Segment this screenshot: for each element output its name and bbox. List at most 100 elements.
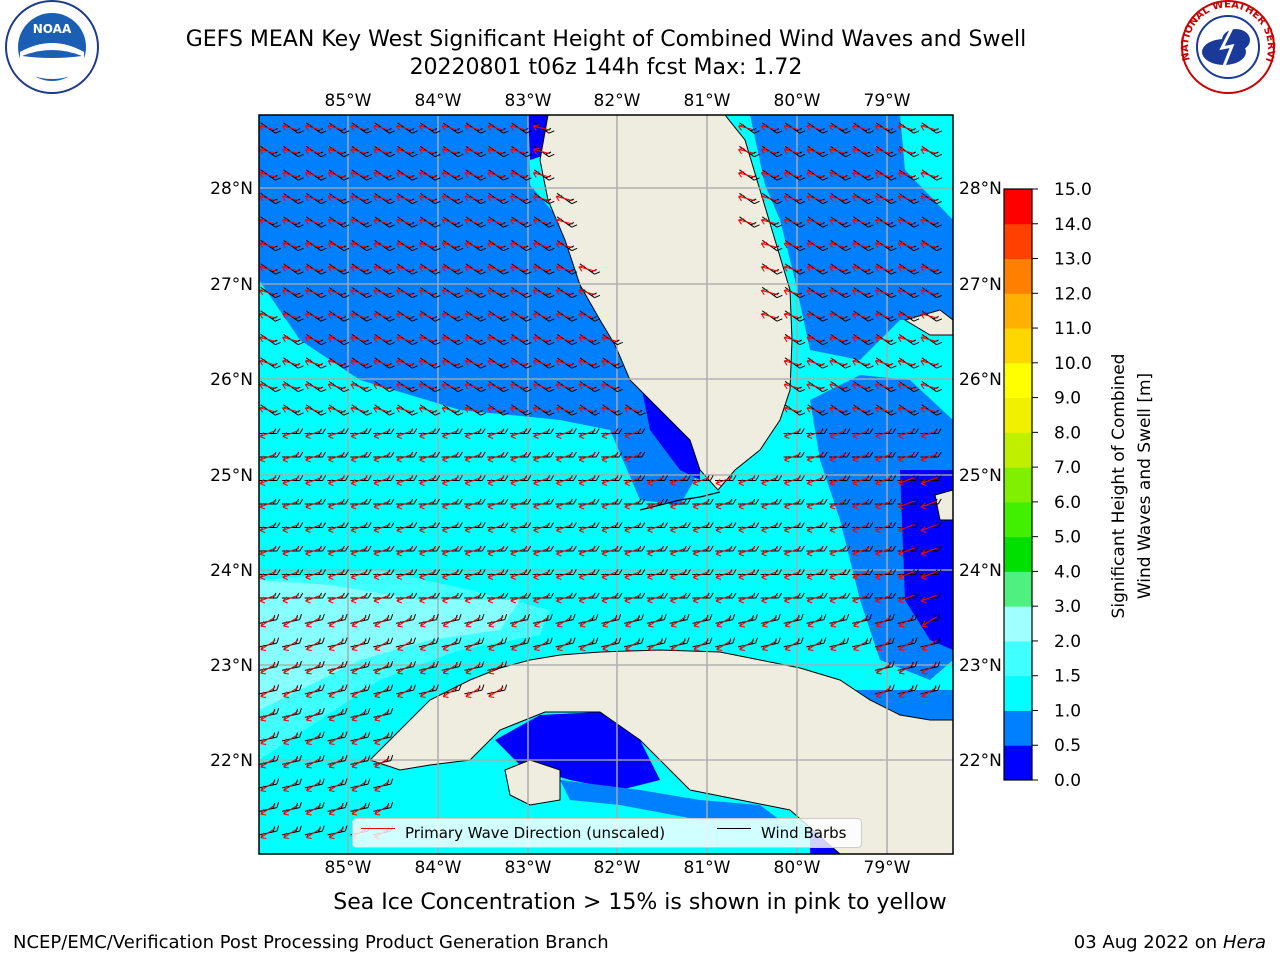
wind-barb xyxy=(874,145,897,158)
wind-barb xyxy=(510,310,532,322)
wind-barb xyxy=(373,239,395,252)
wind-barb xyxy=(281,545,304,557)
wind-barb xyxy=(464,592,486,604)
wind-barb xyxy=(829,286,851,299)
wind-barb xyxy=(418,428,441,440)
wind-barb xyxy=(532,613,553,628)
wind-barb xyxy=(532,498,555,510)
wind-barb xyxy=(669,569,691,581)
wind-barb xyxy=(874,263,897,275)
wind-barb xyxy=(829,145,851,158)
wind-barb xyxy=(304,357,327,369)
wind-barb xyxy=(760,522,783,534)
wind-barb xyxy=(418,451,441,463)
wind-barb xyxy=(259,357,281,369)
wind-barb xyxy=(373,192,395,205)
wind-barb xyxy=(578,310,601,322)
wind-barb xyxy=(897,451,919,463)
wind-barb xyxy=(350,801,371,816)
wind-barb xyxy=(874,684,895,699)
wind-barb xyxy=(874,380,897,393)
wind-barb xyxy=(601,545,623,557)
lon-label-top: 85°W xyxy=(325,91,372,111)
wind-barb xyxy=(532,522,555,534)
wind-barb xyxy=(852,239,874,252)
wind-barb xyxy=(327,333,350,346)
wind-barb xyxy=(874,428,897,440)
wind-barb xyxy=(350,404,373,416)
wind-barb xyxy=(396,216,418,228)
wind-barb xyxy=(920,286,943,299)
wind-barb xyxy=(920,613,941,628)
wind-barb xyxy=(829,169,851,181)
wind-barb xyxy=(350,122,373,134)
wind-barb xyxy=(373,475,395,487)
wind-barb xyxy=(327,404,350,416)
wind-barb xyxy=(806,545,828,557)
colorbar-tick-label: 8.0 xyxy=(1054,423,1081,443)
wind-barb xyxy=(464,613,485,628)
wind-barb xyxy=(829,192,851,205)
wind-barb xyxy=(852,263,874,275)
wind-barb xyxy=(920,592,942,604)
wind-barb xyxy=(441,545,463,557)
wind-barb xyxy=(510,380,532,393)
wind-barb xyxy=(851,569,874,581)
wind-barb xyxy=(282,216,304,228)
wind-barb xyxy=(441,216,464,228)
wind-barb xyxy=(555,545,577,557)
wind-barb xyxy=(327,122,350,134)
wind-barb xyxy=(738,145,760,158)
wind-barb xyxy=(783,122,806,134)
colorbar-segment xyxy=(1004,328,1032,364)
wind-barb xyxy=(441,404,464,416)
wind-barb xyxy=(532,475,555,487)
wind-barb xyxy=(259,310,281,322)
wind-barb xyxy=(464,684,485,699)
colorbar-tick-label: 4.0 xyxy=(1054,562,1081,582)
wind-barb xyxy=(441,145,464,158)
wind-barb xyxy=(578,613,599,628)
wind-barb xyxy=(578,357,601,369)
wind-barb xyxy=(760,263,783,275)
wind-barb xyxy=(783,475,805,487)
wind-barb xyxy=(829,263,851,275)
wind-barb xyxy=(897,192,920,205)
wind-barb xyxy=(578,263,601,275)
wind-barb xyxy=(623,592,646,604)
wind-barb xyxy=(920,122,943,134)
wind-barb xyxy=(532,545,555,557)
wind-barb xyxy=(715,569,737,581)
wind-barb xyxy=(852,216,874,228)
wind-barb xyxy=(601,613,622,628)
wind-barb xyxy=(259,660,280,675)
wind-barb xyxy=(281,613,302,628)
wind-barb xyxy=(601,357,623,369)
wind-barb xyxy=(874,498,897,510)
wind-barb xyxy=(623,498,646,510)
wind-barb xyxy=(555,592,577,604)
colorbar-tick-label: 2.0 xyxy=(1054,632,1081,652)
wind-barb xyxy=(327,825,348,840)
wind-barb xyxy=(920,380,943,393)
wind-barb xyxy=(304,380,327,393)
wind-barb xyxy=(897,122,920,134)
wind-barb xyxy=(806,637,827,652)
wind-barb xyxy=(396,192,418,205)
wind-barb xyxy=(304,310,327,322)
wind-barb xyxy=(327,428,349,440)
wind-barb xyxy=(669,498,691,510)
wind-barb xyxy=(281,731,302,746)
sea-ice-note: Sea Ice Concentration > 15% is shown in … xyxy=(333,890,947,915)
wind-barb xyxy=(327,239,350,252)
wind-barb xyxy=(510,122,532,134)
wind-barb xyxy=(692,637,713,652)
wind-barb xyxy=(601,451,623,463)
wind-barb xyxy=(304,592,327,604)
wind-barb xyxy=(418,333,441,346)
wind-barb xyxy=(396,357,418,369)
wind-barb xyxy=(441,522,463,534)
wind-barb xyxy=(760,637,781,652)
wind-barb xyxy=(852,145,874,158)
wind-barb xyxy=(532,122,555,134)
